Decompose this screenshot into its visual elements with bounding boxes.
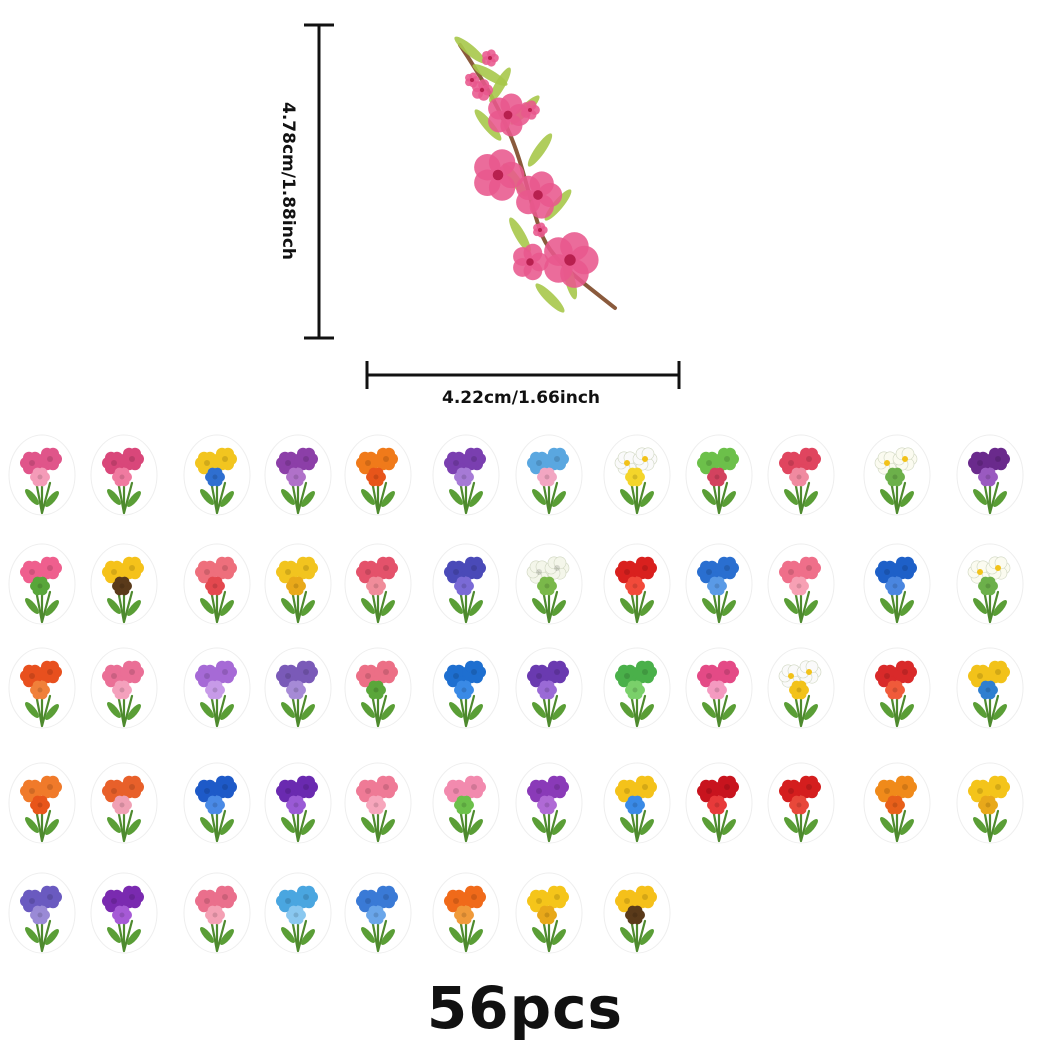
blue-anemone-icon: [181, 761, 253, 845]
purple-aster-icon: [513, 761, 585, 845]
yellow-daisy-icon: [513, 871, 585, 955]
purple-morning-glory-icon: [88, 871, 160, 955]
purple-bellflower-icon: [262, 761, 334, 845]
piece-count: 56pcs: [426, 974, 624, 1042]
red-rose-icon: [765, 761, 837, 845]
blue-hydrangea-icon: [342, 871, 414, 955]
pink-stargazer-lily-icon: [683, 646, 755, 730]
pink-carnation-bouquet-icon: [6, 433, 78, 517]
peach-blossom-branch-icon: [454, 36, 617, 313]
width-label: 4.22cm/1.66inch: [442, 388, 600, 408]
pink-peony-icon: [181, 542, 253, 626]
white-lily-icon: [513, 542, 585, 626]
white-jasmine-sprig-icon: [954, 542, 1026, 626]
red-gerbera-icon: [601, 542, 673, 626]
dimension-annotations: 4.78cm/1.88inch 4.22cm/1.66inch: [278, 23, 681, 408]
orange-lily-icon: [6, 646, 78, 730]
orange-tiger-lily-icon: [6, 761, 78, 845]
white-daisy-bouquet-icon: [601, 433, 673, 517]
blue-morning-glory-icon: [262, 871, 334, 955]
orange-rose-icon: [88, 761, 160, 845]
pink-camellia-icon: [765, 542, 837, 626]
purple-orchid-icon: [954, 433, 1026, 517]
orange-hibiscus-icon: [342, 433, 414, 517]
pink-lotus-icon: [6, 542, 78, 626]
yellow-rose-icon: [262, 542, 334, 626]
orange-marigold-icon: [861, 761, 933, 845]
lavender-icon: [262, 646, 334, 730]
orange-nasturtium-icon: [430, 871, 502, 955]
green-rose-icon: [683, 433, 755, 517]
blue-clematis-icon: [430, 542, 502, 626]
pink-carnation-icon: [342, 761, 414, 845]
yellow-rose-bouquet-icon: [181, 433, 253, 517]
white-jasmine-icon: [861, 433, 933, 517]
calla-lily-icon: [765, 433, 837, 517]
height-dimension-line: [304, 23, 334, 340]
height-label: 4.78cm/1.88inch: [278, 102, 298, 260]
pink-foxglove-icon: [430, 761, 502, 845]
blue-carnation-icon: [683, 542, 755, 626]
pink-carnation-bouquet-icon: [342, 646, 414, 730]
pink-peony-bouquet-icon: [342, 542, 414, 626]
purple-petunia-icon: [181, 646, 253, 730]
purple-cornflower-icon: [6, 871, 78, 955]
blue-anemone-icon: [861, 542, 933, 626]
red-rose-icon: [683, 761, 755, 845]
yellow-lily-icon: [601, 761, 673, 845]
green-carnation-icon: [601, 646, 673, 730]
purple-lisianthus-icon: [513, 646, 585, 730]
pink-gladiolus-icon: [88, 646, 160, 730]
width-dimension-line: [365, 361, 681, 389]
purple-clematis-icon: [430, 433, 502, 517]
sticker-grid: [6, 433, 1026, 955]
sunflower-bouquet-icon: [88, 542, 160, 626]
blue-lily-icon: [513, 433, 585, 517]
yellow-marigold-icon: [954, 646, 1026, 730]
red-dahlia-icon: [861, 646, 933, 730]
white-daisy-icon: [765, 646, 837, 730]
yellow-chrysanthemum-icon: [954, 761, 1026, 845]
purple-rose-icon: [262, 433, 334, 517]
sunflower-icon: [601, 871, 673, 955]
pink-chrysanthemum-bouquet-icon: [88, 433, 160, 517]
blue-tulip-icon: [430, 646, 502, 730]
pink-lily-icon: [181, 871, 253, 955]
